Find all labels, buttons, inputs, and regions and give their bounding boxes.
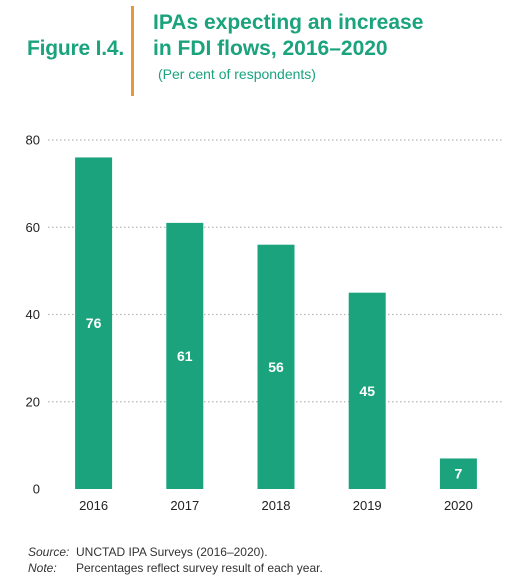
source-text: UNCTAD IPA Surveys (2016–2020). xyxy=(76,545,268,559)
data-label-2016: 76 xyxy=(86,315,102,331)
x-tick-label-2019: 2019 xyxy=(353,498,382,513)
y-tick-label-80: 80 xyxy=(26,133,40,148)
title-divider xyxy=(131,6,134,96)
note-text: Percentages reflect survey result of eac… xyxy=(76,561,323,575)
data-label-2020: 7 xyxy=(455,466,463,482)
bar-2020 xyxy=(439,458,477,489)
y-axis-ticks: 0 20 40 60 80 xyxy=(26,133,40,497)
y-tick-label-20: 20 xyxy=(26,394,40,409)
y-tick-label-0: 0 xyxy=(33,482,40,497)
data-labels: 76 61 56 45 7 xyxy=(86,315,463,482)
chart-title-line-2: in FDI flows, 2016–2020 xyxy=(153,37,388,60)
x-tick-label-2016: 2016 xyxy=(79,498,108,513)
bar-2019 xyxy=(348,292,386,489)
x-tick-label-2020: 2020 xyxy=(444,498,473,513)
bar-chart: 76 61 56 45 7 0 20 40 60 80 2016 2017 2018 2019 2020 xyxy=(26,133,504,513)
x-tick-label-2018: 2018 xyxy=(262,498,291,513)
chart-title-line-1: IPAs expecting an increase xyxy=(153,11,424,34)
note-key: Note: xyxy=(28,561,57,575)
bar-2018 xyxy=(257,244,295,489)
x-axis-ticks: 2016 2017 2018 2019 2020 xyxy=(79,498,473,513)
bars xyxy=(75,157,477,489)
source-note: Source: UNCTAD IPA Surveys (2016–2020). xyxy=(28,544,323,560)
chart-subtitle: (Per cent of respondents) xyxy=(158,66,316,82)
data-label-2017: 61 xyxy=(177,348,193,364)
data-label-2018: 56 xyxy=(268,359,284,375)
chart-title: IPAs expecting an increase in FDI flows,… xyxy=(153,10,513,62)
figure-label: Figure I.4. xyxy=(27,37,124,60)
note: Note: Percentages reflect survey result o… xyxy=(28,560,323,576)
footnotes: Source: UNCTAD IPA Surveys (2016–2020). N… xyxy=(28,544,323,576)
data-label-2019: 45 xyxy=(359,383,375,399)
source-key: Source: xyxy=(28,545,70,559)
y-tick-label-60: 60 xyxy=(26,220,40,235)
bar-2016 xyxy=(75,157,113,489)
x-tick-label-2017: 2017 xyxy=(170,498,199,513)
bar-2017 xyxy=(166,222,204,489)
y-tick-label-40: 40 xyxy=(26,307,40,322)
